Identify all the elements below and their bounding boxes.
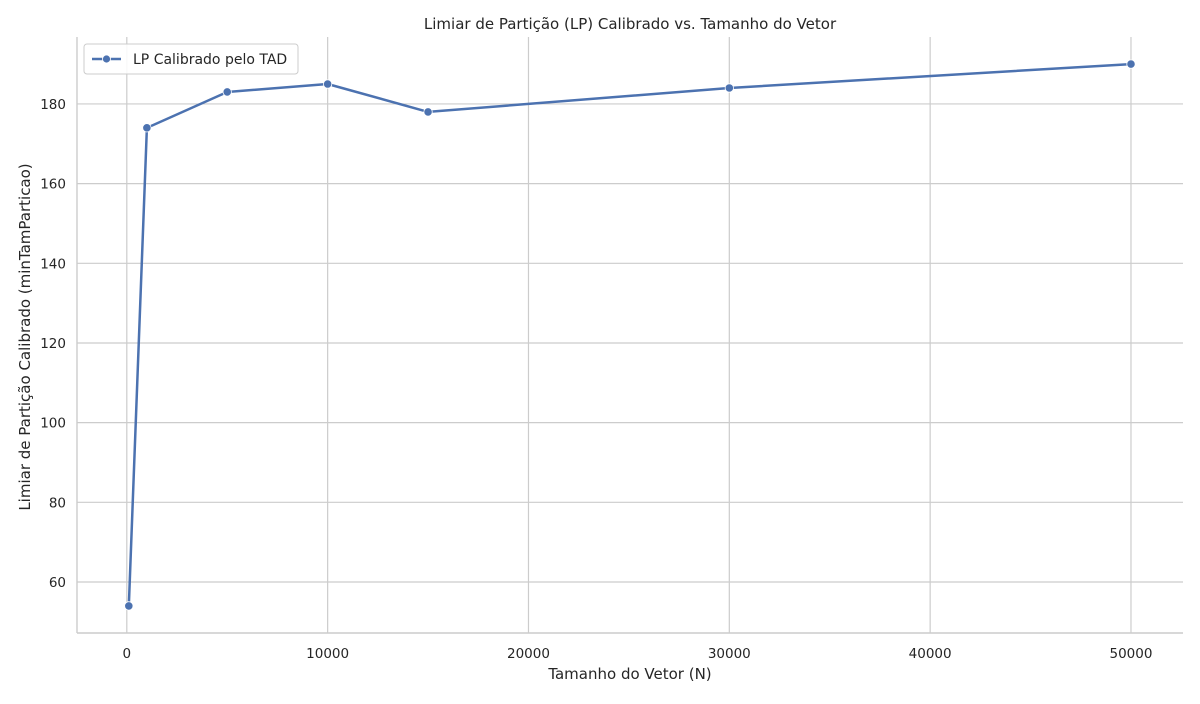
y-tick-label: 160 [40, 177, 66, 193]
series-line [127, 62, 1133, 608]
y-tick-label: 140 [40, 256, 66, 272]
x-tick-label: 30000 [708, 646, 751, 662]
x-axis-label: Tamanho do Vetor (N) [547, 665, 711, 683]
legend-label: LP Calibrado pelo TAD [133, 52, 287, 68]
x-tick-label: 10000 [306, 646, 349, 662]
axes-frame [76, 37, 1183, 634]
data-point [323, 79, 333, 89]
data-point [124, 601, 134, 611]
y-tick-label: 120 [40, 336, 66, 352]
x-tick-label: 40000 [909, 646, 952, 662]
y-tick-label: 180 [40, 97, 66, 113]
data-point [222, 87, 232, 97]
y-tick-label: 60 [49, 575, 66, 591]
series-layer [124, 59, 1136, 611]
data-point [423, 107, 433, 117]
data-point [1126, 59, 1136, 69]
x-tick-label: 0 [123, 646, 132, 662]
data-point [142, 123, 152, 133]
legend-box [83, 43, 299, 75]
y-tick-label: 80 [49, 495, 66, 511]
chart-title: Limiar de Partição (LP) Calibrado vs. Ta… [424, 15, 837, 33]
grid-lines [77, 37, 1183, 633]
x-tick-label: 20000 [507, 646, 550, 662]
y-tick-label: 100 [40, 416, 66, 432]
y-axis-label: Limiar de Partição Calibrado (minTamPart… [16, 163, 34, 510]
data-point [724, 83, 734, 93]
tick-labels: 0 10000 20000 30000 40000 50000 60 80 100 120 140 1… [40, 97, 1152, 662]
legend: LP Calibrado pelo TAD [83, 43, 299, 75]
x-tick-label: 50000 [1110, 646, 1153, 662]
legend-marker-swatch [102, 54, 111, 64]
